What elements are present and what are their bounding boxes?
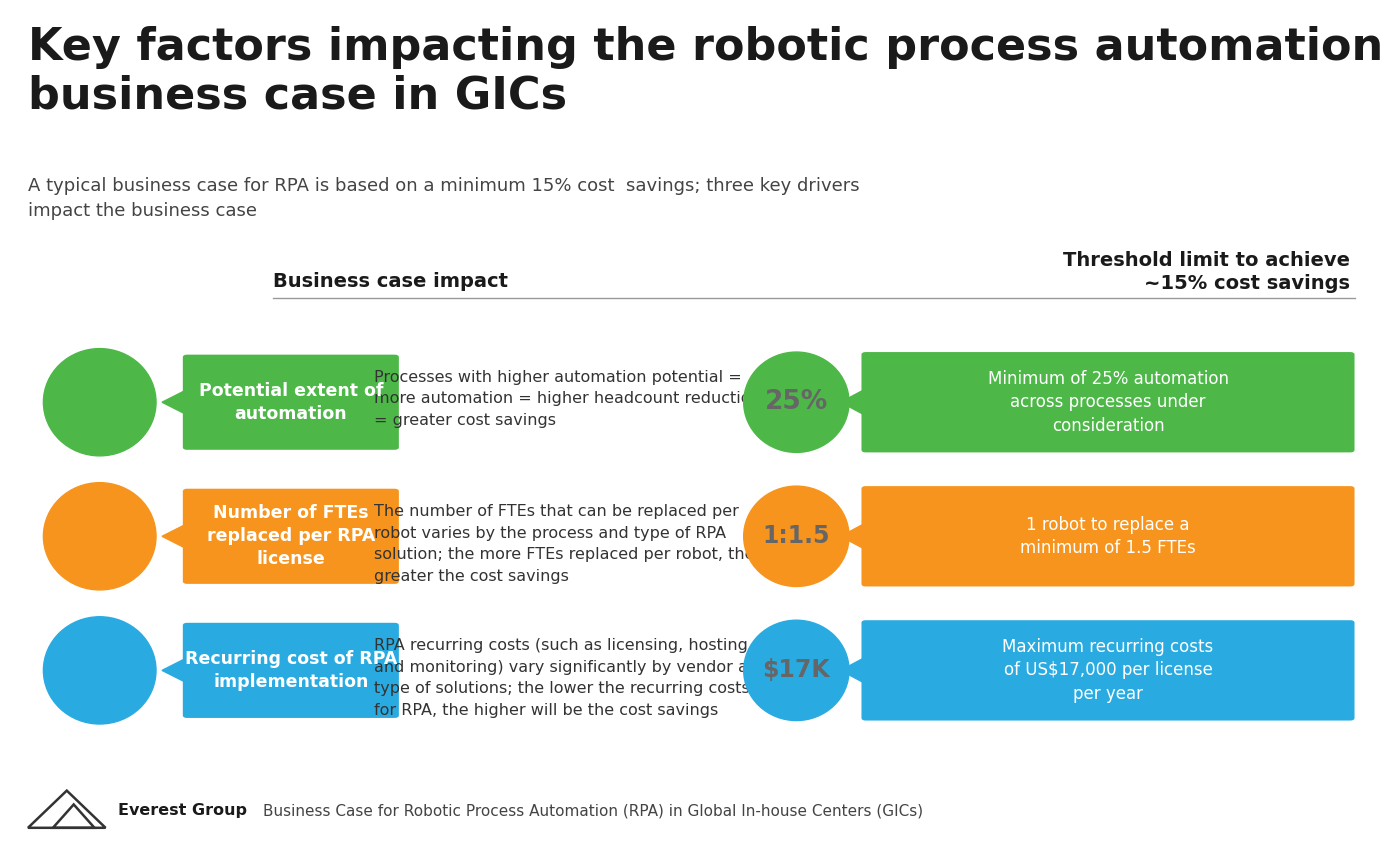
Text: Key factors impacting the robotic process automation
business case in GICs: Key factors impacting the robotic proces… <box>28 26 1384 117</box>
Text: Processes with higher automation potential =
more automation = higher headcount : Processes with higher automation potenti… <box>374 370 760 428</box>
Ellipse shape <box>744 486 849 586</box>
Polygon shape <box>162 657 187 683</box>
Polygon shape <box>841 657 866 683</box>
Text: A typical business case for RPA is based on a minimum 15% cost  savings; three k: A typical business case for RPA is based… <box>28 177 860 220</box>
FancyBboxPatch shape <box>183 355 399 450</box>
Text: Minimum of 25% automation
across processes under
consideration: Minimum of 25% automation across process… <box>988 369 1228 435</box>
Ellipse shape <box>43 617 157 724</box>
Text: RPA recurring costs (such as licensing, hosting,
and monitoring) vary significan: RPA recurring costs (such as licensing, … <box>374 638 769 718</box>
Ellipse shape <box>744 620 849 721</box>
Text: $17K: $17K <box>763 658 830 682</box>
FancyBboxPatch shape <box>183 489 399 584</box>
Polygon shape <box>841 523 866 549</box>
Text: Business Case for Robotic Process Automation (RPA) in Global In-house Centers (G: Business Case for Robotic Process Automa… <box>263 803 924 818</box>
Text: 1 robot to replace a
minimum of 1.5 FTEs: 1 robot to replace a minimum of 1.5 FTEs <box>1021 516 1195 557</box>
Text: Potential extent of
automation: Potential extent of automation <box>198 381 384 423</box>
Text: Business case impact: Business case impact <box>273 272 508 292</box>
Text: Threshold limit to achieve
~15% cost savings: Threshold limit to achieve ~15% cost sav… <box>1064 251 1350 293</box>
Polygon shape <box>841 389 866 415</box>
Text: Number of FTEs
replaced per RPA
license: Number of FTEs replaced per RPA license <box>206 504 375 568</box>
Ellipse shape <box>43 349 157 456</box>
Polygon shape <box>162 523 187 549</box>
Ellipse shape <box>744 352 849 452</box>
Polygon shape <box>162 389 187 415</box>
Text: Everest Group: Everest Group <box>118 803 247 818</box>
Text: The number of FTEs that can be replaced per
robot varies by the process and type: The number of FTEs that can be replaced … <box>374 504 755 584</box>
FancyBboxPatch shape <box>183 623 399 718</box>
FancyBboxPatch shape <box>861 620 1355 721</box>
Ellipse shape <box>43 483 157 590</box>
Text: 25%: 25% <box>765 389 828 415</box>
FancyBboxPatch shape <box>861 352 1355 452</box>
Text: Recurring cost of RPA
implementation: Recurring cost of RPA implementation <box>184 650 397 691</box>
Text: 1:1.5: 1:1.5 <box>763 524 830 548</box>
FancyBboxPatch shape <box>861 486 1355 586</box>
Text: Maximum recurring costs
of US$17,000 per license
per year: Maximum recurring costs of US$17,000 per… <box>1003 638 1213 703</box>
